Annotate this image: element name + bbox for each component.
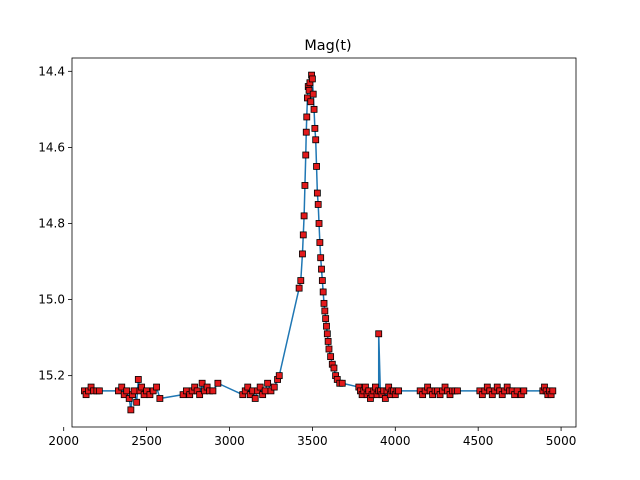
data-point [299, 231, 307, 239]
data-point [275, 372, 283, 380]
x-tick-label: 3000 [214, 434, 245, 448]
data-point [317, 254, 325, 262]
data-point [305, 86, 313, 94]
data-point [313, 189, 321, 197]
x-tick-label: 2500 [131, 434, 162, 448]
data-point [153, 383, 160, 391]
data-point [323, 322, 330, 330]
x-tick-label: 5000 [546, 434, 577, 448]
y-tick-label: 14.6 [38, 140, 65, 154]
data-point [95, 387, 103, 395]
data-point [301, 182, 309, 189]
y-tick-label: 14.8 [38, 216, 65, 230]
data-point [315, 220, 323, 227]
data-point [310, 105, 318, 113]
data-point [123, 387, 131, 395]
x-tick-label: 4000 [380, 434, 411, 448]
y-tick-label: 14.4 [38, 64, 65, 78]
data-point [299, 250, 306, 258]
data-point [251, 395, 259, 402]
data-point [318, 265, 325, 273]
data-point [297, 277, 305, 284]
data-point [300, 212, 308, 220]
data-point [295, 284, 303, 292]
data-point [302, 128, 310, 136]
data-point [256, 383, 264, 391]
x-tick-label: 2000 [48, 434, 79, 448]
data-point [327, 353, 335, 361]
data-point [375, 330, 383, 338]
plot-area [81, 71, 557, 414]
data-point [138, 383, 146, 391]
data-point [520, 387, 528, 395]
data-point [324, 338, 332, 345]
data-point [303, 113, 311, 121]
data-point [319, 288, 327, 296]
data-point [325, 345, 333, 353]
data-point [309, 90, 317, 98]
data-point [308, 75, 316, 83]
data-point [302, 151, 310, 159]
data-point [244, 383, 252, 391]
data-point [381, 395, 389, 402]
data-point [322, 315, 330, 322]
data-point [264, 379, 272, 387]
data-point [314, 201, 322, 208]
data-point [316, 239, 324, 246]
data-point [307, 98, 315, 106]
data-point [130, 387, 138, 395]
data-point [270, 383, 278, 391]
data-point [118, 383, 126, 391]
data-point [321, 307, 329, 315]
x-tick-label: 4500 [463, 434, 494, 448]
x-tick-label: 3500 [297, 434, 328, 448]
data-point [313, 163, 320, 170]
plot-frame [71, 57, 577, 428]
data-point [320, 299, 328, 307]
data-point [311, 124, 319, 132]
data-point [261, 387, 269, 395]
data-point [454, 387, 461, 395]
y-axis: 14.4 14.6 14.8 15.0 15.2 [38, 64, 72, 383]
data-point [549, 387, 557, 395]
data-point [127, 406, 135, 414]
data-point [513, 387, 521, 395]
data-point [338, 379, 346, 387]
y-tick-label: 15.2 [38, 369, 65, 383]
data-point [318, 277, 326, 284]
data-point [134, 376, 142, 383]
data-point [323, 330, 331, 338]
x-axis: 2000 2500 3000 3500 4000 4500 5000 [48, 427, 576, 448]
y-tick-label: 15.0 [38, 293, 65, 307]
data-point [198, 379, 206, 387]
chart-title: Mag(t) [304, 38, 351, 54]
data-point [214, 379, 222, 387]
data-point [156, 395, 164, 402]
data-point [196, 391, 204, 399]
data-point [209, 387, 217, 395]
data-point [312, 136, 320, 144]
data-point [395, 387, 403, 395]
data-point [330, 364, 338, 372]
data-point [133, 398, 141, 406]
